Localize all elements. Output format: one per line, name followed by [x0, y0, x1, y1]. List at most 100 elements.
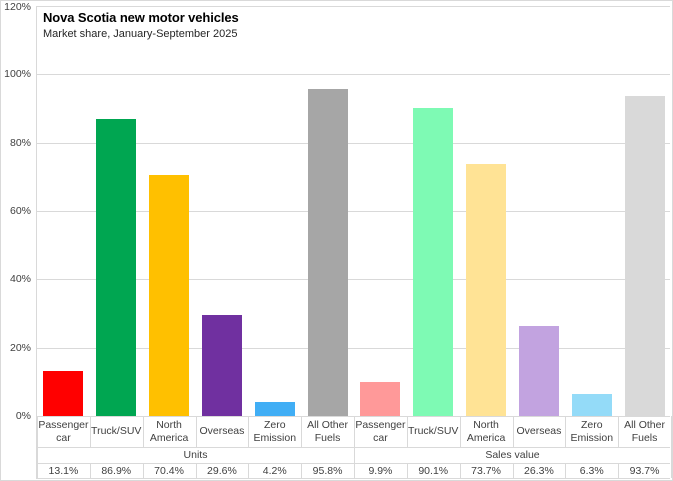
category-label: Overseas	[197, 425, 248, 438]
value-label: 13.1%	[48, 465, 79, 477]
category-label: Zero Emission	[566, 419, 617, 445]
group-separator	[37, 447, 38, 463]
category-label: Truck/SUV	[91, 425, 142, 438]
category-label: All Other Fuels	[619, 419, 670, 445]
gridline	[36, 6, 670, 7]
column-separator	[195, 463, 197, 478]
bar	[518, 326, 559, 416]
column-separator	[512, 463, 514, 478]
y-tick-label: 120%	[4, 1, 31, 13]
chart-title: Nova Scotia new motor vehicles	[43, 10, 239, 25]
bar	[360, 382, 401, 416]
bar	[466, 164, 507, 416]
group-label: Sales value	[485, 449, 540, 461]
y-tick-label: 60%	[9, 205, 31, 217]
value-label: 93.7%	[629, 465, 660, 477]
category-label: All Other Fuels	[302, 419, 353, 445]
category-label-line: Passenger	[38, 419, 89, 431]
category-label: Overseas	[514, 425, 565, 438]
column-separator	[512, 416, 514, 447]
bar	[624, 95, 665, 416]
gridline	[36, 211, 670, 212]
group-separator	[671, 447, 672, 463]
plot-left-border	[36, 6, 37, 478]
value-label: 73.7%	[471, 465, 501, 477]
gridline	[36, 416, 670, 417]
column-separator	[37, 463, 38, 478]
y-tick-label: 80%	[9, 136, 31, 149]
category-label-line: All Other	[624, 419, 665, 431]
column-separator	[618, 416, 620, 447]
column-separator	[459, 416, 461, 447]
y-tick-label: 20%	[9, 341, 31, 354]
category-label-line: Passenger	[355, 419, 406, 431]
group-separator	[354, 447, 355, 463]
category-label-line: North	[156, 419, 182, 431]
column-separator	[89, 416, 91, 447]
gridline	[36, 347, 670, 349]
category-label: Passenger car	[355, 419, 406, 445]
value-label: 29.6%	[207, 465, 237, 477]
gridline	[36, 279, 670, 281]
column-separator	[618, 463, 620, 478]
category-label: North America	[461, 419, 512, 445]
value-label: 90.1%	[418, 465, 449, 477]
column-separator	[354, 463, 355, 478]
value-label: 6.3%	[579, 465, 604, 477]
column-separator	[459, 463, 461, 478]
category-label-line: car	[56, 432, 71, 444]
category-label: North America	[144, 419, 195, 445]
column-separator	[354, 416, 355, 447]
column-separator	[671, 463, 672, 478]
category-label-line: Overseas	[516, 425, 562, 437]
value-label: 9.9%	[368, 465, 393, 477]
table-row-line	[36, 463, 670, 464]
column-separator	[195, 416, 197, 447]
column-separator	[37, 416, 38, 447]
y-tick-label: 100%	[4, 68, 31, 81]
category-label-line: Fuels	[314, 432, 341, 444]
category-label: Truck/SUV	[408, 425, 459, 438]
category-label-line: Overseas	[199, 425, 245, 437]
category-label: Passenger car	[38, 419, 89, 445]
category-label-line: Fuels	[631, 432, 658, 444]
column-separator	[301, 463, 303, 478]
gridline	[36, 74, 670, 76]
gridline	[36, 142, 670, 144]
category-label-line: Zero	[263, 419, 286, 431]
bar	[43, 371, 84, 416]
category-label-line: car	[373, 432, 388, 444]
column-separator	[89, 463, 91, 478]
bar	[201, 314, 242, 416]
value-label: 95.8%	[312, 465, 343, 477]
category-label-line: Truck/SUV	[408, 425, 459, 437]
bar	[413, 108, 454, 416]
column-separator	[142, 463, 144, 478]
value-label: 70.4%	[154, 465, 184, 477]
column-separator	[248, 463, 250, 478]
group-label: Units	[183, 449, 208, 461]
category-label-line: Zero	[580, 419, 603, 431]
column-separator	[671, 416, 672, 447]
y-tick-label: 40%	[9, 273, 31, 286]
value-label: 4.2%	[262, 465, 287, 477]
category-label-line: Truck/SUV	[91, 425, 142, 437]
y-tick-label: 0%	[15, 410, 31, 422]
category-label-line: North	[473, 419, 499, 431]
category-label-line: Emission	[253, 432, 297, 444]
category-label-line: America	[466, 432, 506, 444]
column-separator	[142, 416, 144, 447]
table-row-line	[36, 478, 670, 479]
column-separator	[565, 416, 567, 447]
category-label-line: All Other	[307, 419, 348, 431]
category-label-line: America	[149, 432, 189, 444]
category-label-line: Emission	[570, 432, 614, 444]
column-separator	[406, 416, 408, 447]
column-separator	[406, 463, 408, 478]
bar	[254, 401, 295, 416]
column-separator	[565, 463, 567, 478]
column-separator	[248, 416, 250, 447]
column-separator	[301, 416, 303, 447]
chart-subtitle: Market share, January-September 2025	[43, 28, 238, 40]
